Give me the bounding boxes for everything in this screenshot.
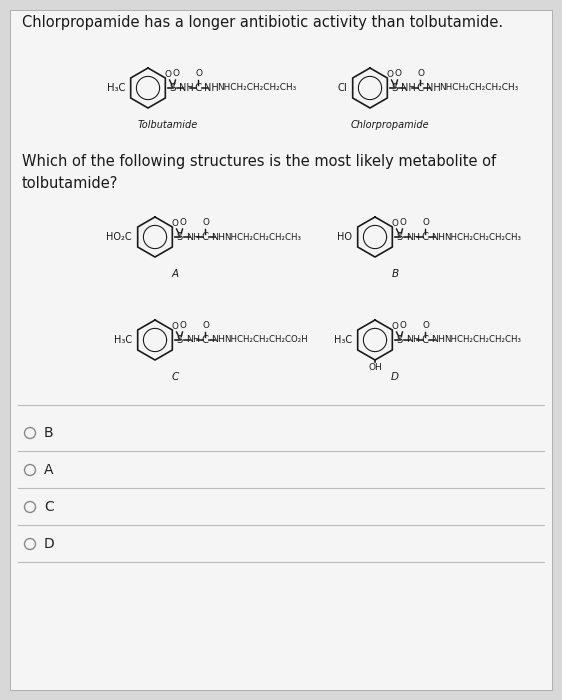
Text: Which of the following structures is the most likely metabolite of
tolbutamide?: Which of the following structures is the…	[22, 154, 496, 190]
Text: NH: NH	[406, 232, 420, 241]
Text: HO: HO	[337, 232, 352, 242]
Text: O: O	[392, 322, 398, 331]
Text: H₃C: H₃C	[107, 83, 125, 93]
Text: O: O	[165, 70, 171, 79]
Text: NH: NH	[204, 83, 219, 93]
Text: NH: NH	[211, 232, 225, 241]
Text: A: A	[44, 463, 53, 477]
Text: C: C	[416, 83, 424, 93]
Text: O: O	[171, 219, 179, 228]
Text: NHCH₂CH₂CH₂CH₃: NHCH₂CH₂CH₂CH₃	[224, 232, 301, 241]
Text: NH: NH	[432, 232, 446, 241]
Text: NHCH₂CH₂CH₂CH₃: NHCH₂CH₂CH₂CH₃	[439, 83, 519, 92]
Text: NH: NH	[186, 335, 200, 344]
Text: NH: NH	[432, 335, 446, 344]
Text: C: C	[171, 372, 179, 382]
Text: O: O	[392, 219, 398, 228]
Text: HO₂C: HO₂C	[106, 232, 132, 242]
Text: O: O	[196, 69, 202, 78]
Text: C: C	[422, 335, 429, 345]
Text: O: O	[202, 218, 210, 227]
Text: NH: NH	[401, 83, 415, 93]
Text: C: C	[201, 232, 209, 242]
Text: NH: NH	[406, 335, 420, 344]
Text: S: S	[397, 232, 403, 242]
Text: O: O	[173, 69, 179, 78]
Text: O: O	[418, 69, 424, 78]
Text: O: O	[423, 218, 429, 227]
FancyBboxPatch shape	[10, 10, 552, 690]
Text: NH: NH	[179, 83, 193, 93]
Text: O: O	[400, 321, 406, 330]
Text: S: S	[177, 232, 183, 242]
Text: D: D	[391, 372, 399, 382]
Text: NH: NH	[186, 232, 200, 241]
Text: O: O	[400, 218, 406, 227]
Text: Cl: Cl	[337, 83, 347, 93]
Text: H₃C: H₃C	[114, 335, 132, 345]
Text: C: C	[201, 335, 209, 345]
Text: D: D	[44, 537, 55, 551]
Text: B: B	[44, 426, 53, 440]
Text: Chlorpropamide: Chlorpropamide	[351, 120, 429, 130]
Text: O: O	[202, 321, 210, 330]
Text: A: A	[171, 269, 179, 279]
Text: O: O	[387, 70, 393, 79]
Text: S: S	[392, 83, 398, 93]
Text: S: S	[397, 335, 403, 345]
Text: C: C	[44, 500, 54, 514]
Text: O: O	[180, 218, 187, 227]
Text: NHCH₂CH₂CH₂CO₂H: NHCH₂CH₂CH₂CO₂H	[224, 335, 308, 344]
Text: H₃C: H₃C	[334, 335, 352, 345]
Text: O: O	[180, 321, 187, 330]
Text: B: B	[392, 269, 398, 279]
Text: C: C	[194, 83, 202, 93]
Text: S: S	[177, 335, 183, 345]
Text: O: O	[423, 321, 429, 330]
Text: O: O	[395, 69, 401, 78]
Text: C: C	[422, 232, 429, 242]
Text: OH: OH	[368, 363, 382, 372]
Text: NHCH₂CH₂CH₂CH₃: NHCH₂CH₂CH₂CH₃	[445, 335, 522, 344]
Text: S: S	[170, 83, 176, 93]
Text: Tolbutamide: Tolbutamide	[138, 120, 198, 130]
Text: NH: NH	[426, 83, 441, 93]
Text: Chlorpropamide has a longer antibiotic activity than tolbutamide.: Chlorpropamide has a longer antibiotic a…	[22, 15, 503, 30]
Text: O: O	[171, 322, 179, 331]
Text: NHCH₂CH₂CH₂CH₃: NHCH₂CH₂CH₂CH₃	[445, 232, 522, 241]
Text: NHCH₂CH₂CH₂CH₃: NHCH₂CH₂CH₂CH₃	[217, 83, 297, 92]
Text: NH: NH	[211, 335, 225, 344]
